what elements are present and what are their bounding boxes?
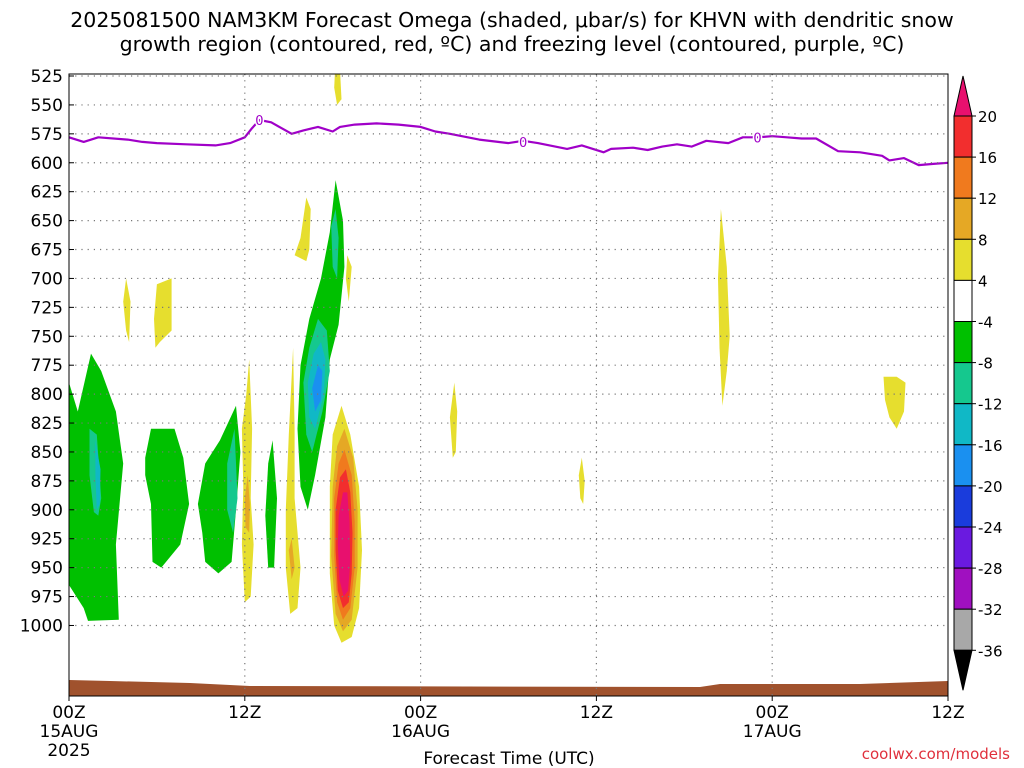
colorbar-bin: [953, 238, 973, 281]
omega-region: [265, 440, 277, 568]
colorbar-bin: [953, 115, 973, 158]
omega-region: [718, 209, 730, 406]
y-tick-label: 675: [31, 241, 63, 261]
omega-region: [578, 457, 585, 504]
x-axis-title: Forecast Time (UTC): [423, 749, 594, 768]
y-tick-label: 925: [31, 530, 63, 550]
y-tick-label: 775: [31, 356, 63, 376]
omega-region: [331, 209, 339, 279]
colorbar-bin: [953, 321, 973, 364]
y-tick-label: 525: [31, 67, 63, 87]
colorbar-bin: [953, 485, 973, 528]
colorbar-label: -32: [978, 601, 1003, 619]
colorbar-bin: [953, 403, 973, 446]
colorbar-label: -12: [978, 396, 1003, 414]
omega-region: [312, 365, 323, 412]
y-tick-label: 650: [31, 212, 63, 232]
colorbar-bin: [953, 444, 973, 487]
y-tick-label: 800: [31, 385, 63, 405]
omega-region: [154, 278, 172, 348]
y-tick-label: 575: [31, 125, 63, 145]
x-tick-label: 00Z: [404, 703, 437, 723]
y-tick-label: 750: [31, 327, 63, 347]
x-tick-label: 12Z: [580, 703, 613, 723]
omega-region: [244, 475, 250, 533]
colorbar-bin: [953, 362, 973, 405]
colorbar-label: 8: [978, 231, 988, 249]
colorbar-label: -8: [978, 355, 993, 373]
freezing-level-label: 0: [753, 131, 761, 146]
colorbar-bin: [953, 608, 973, 651]
colorbar-bin: [953, 526, 973, 569]
x-tick-date: 16AUG: [391, 722, 450, 742]
colorbar-bin: [953, 567, 973, 610]
y-tick-label: 600: [31, 154, 63, 174]
freezing-level-line: [69, 118, 948, 167]
chart-title-line-2: growth region (contoured, red, ºC) and f…: [119, 32, 905, 56]
colorbar-label: -24: [978, 519, 1003, 537]
colorbar-label: -16: [978, 437, 1003, 455]
colorbar-arrow-top: [953, 75, 973, 117]
y-tick-label: 1000: [20, 616, 63, 636]
x-tick-label: 00Z: [756, 703, 789, 723]
website-credit[interactable]: coolwx.com/models: [861, 745, 1010, 763]
x-tick-year: 2025: [47, 741, 90, 761]
colorbar-label: -28: [978, 560, 1003, 578]
y-tick-label: 975: [31, 588, 63, 608]
colorbar-arrow-bottom: [953, 649, 973, 691]
freezing-level-label: 0: [519, 136, 527, 151]
omega-region: [95, 440, 101, 510]
omega-region: [334, 74, 342, 105]
y-tick-label: 900: [31, 501, 63, 521]
omega-region: [288, 538, 295, 580]
x-tick-date: 17AUG: [743, 722, 802, 742]
y-tick-label: 550: [31, 96, 63, 116]
x-tick-label: 12Z: [228, 703, 261, 723]
freezing-level-label: 0: [255, 114, 263, 129]
y-tick-label: 625: [31, 183, 63, 203]
colorbar-label: 16: [978, 149, 997, 167]
colorbar-bin: [953, 197, 973, 240]
omega-region: [883, 376, 906, 429]
colorbar-label: 20: [978, 108, 997, 126]
omega-region: [294, 197, 311, 262]
colorbar-label: -4: [978, 314, 993, 332]
x-tick-date: 15AUG: [40, 722, 99, 742]
colorbar-label: -20: [978, 478, 1003, 496]
x-tick-label: 12Z: [931, 703, 964, 723]
omega-region: [145, 428, 190, 568]
omega-region: [197, 405, 241, 574]
colorbar-bin: [953, 156, 973, 199]
colorbar-label: -36: [978, 642, 1003, 660]
ground-surface: [69, 680, 948, 696]
plot-frame: [68, 73, 949, 697]
y-tick-label: 850: [31, 443, 63, 463]
plot-area: 0 0 0: [68, 73, 949, 697]
y-tick-label: 875: [31, 472, 63, 492]
chart-title-line-1: 2025081500 NAM3KM Forecast Omega (shaded…: [70, 8, 954, 32]
x-tick-label: 00Z: [52, 703, 85, 723]
omega-colorbar: 20 16 12 8 4 -4 -8 -12 -16 -20 -24 -28 -32 -36: [953, 75, 1003, 691]
colorbar-label: 4: [978, 272, 988, 290]
omega-region: [227, 428, 238, 533]
omega-region: [449, 382, 458, 458]
y-tick-label: 950: [31, 559, 63, 579]
y-tick-label: 700: [31, 269, 63, 289]
colorbar-label: 12: [978, 190, 997, 208]
omega-region: [123, 278, 131, 343]
colorbar-bin: [953, 279, 973, 322]
omega-region: [337, 492, 351, 597]
plot-data-layer: [69, 74, 948, 696]
y-tick-label: 725: [31, 298, 63, 318]
y-tick-label: 825: [31, 414, 63, 434]
y-axis-pressure-labels: 525 550 575 600 625 650 675 700 725 750 775 800 825 8…: [20, 67, 74, 636]
